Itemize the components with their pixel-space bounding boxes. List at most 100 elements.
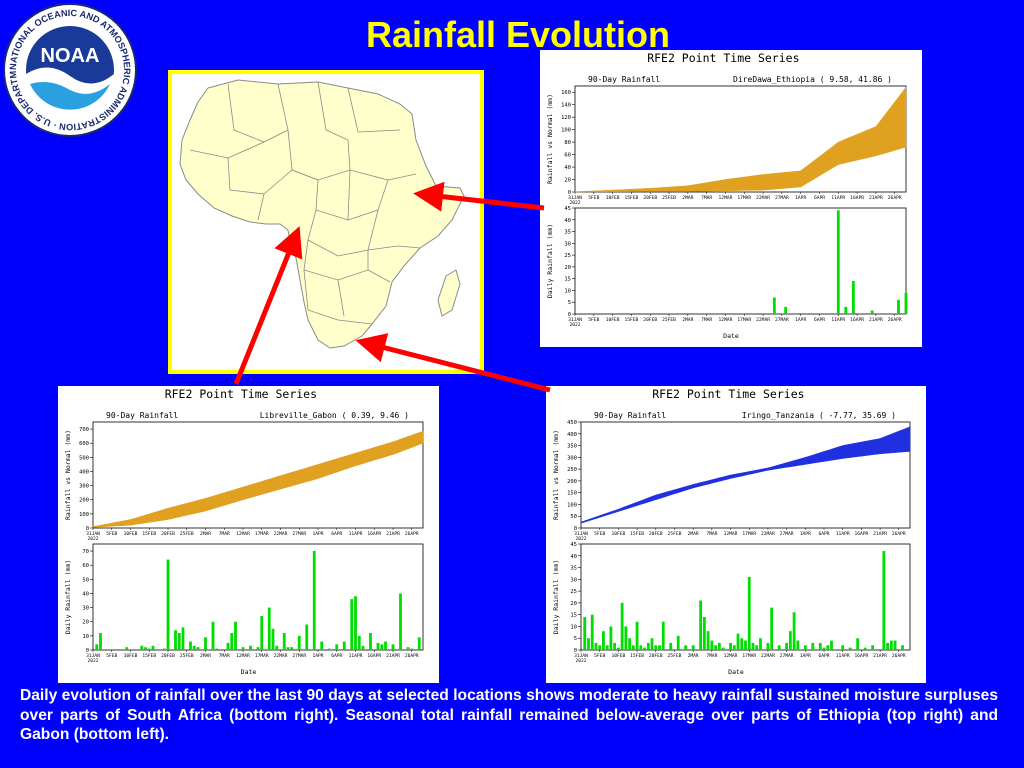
x-tick-label: 2022 xyxy=(575,536,586,542)
y-tick-label: 35 xyxy=(564,230,571,236)
y-tick-label: 0 xyxy=(574,648,577,654)
y-tick-label: 25 xyxy=(570,589,577,595)
x-tick-label: 20FEB xyxy=(643,317,657,323)
chart-panel-ethiopia: RFE2 Point Time Series 90-Day Rainfall Dir… xyxy=(540,50,922,347)
x-tick-label: 7MAR xyxy=(701,195,712,201)
x-tick-label: 11APR xyxy=(831,317,845,323)
x-axis-label: Date xyxy=(241,668,257,676)
daily-rainfall-bar xyxy=(256,647,260,650)
x-tick-label: 10FEB xyxy=(606,317,620,323)
y-tick-label: 300 xyxy=(567,455,577,461)
x-tick-label: 20FEB xyxy=(161,531,175,537)
daily-plot-frame xyxy=(574,207,907,315)
y-tick-label: 5 xyxy=(574,636,577,642)
x-tick-label: 31JAN xyxy=(86,653,100,659)
daily-rainfall-bar xyxy=(166,559,170,650)
x-tick-label: 27MAR xyxy=(292,653,306,659)
daily-rainfall-bar xyxy=(613,642,617,650)
daily-rainfall-bar xyxy=(602,631,605,650)
panel-background xyxy=(58,386,439,683)
daily-rainfall-bar xyxy=(590,614,594,650)
x-tick-label: 31JAN xyxy=(574,653,588,659)
x-tick-label: 2MAR xyxy=(682,317,693,323)
daily-rainfall-bar xyxy=(354,596,357,650)
x-tick-label: 12MAR xyxy=(719,195,733,201)
chart-title: RFE2 Point Time Series xyxy=(165,387,317,401)
daily-rainfall-bar xyxy=(125,647,129,650)
daily-rainfall-bar xyxy=(706,631,710,650)
daily-rainfall-bar xyxy=(792,612,796,650)
x-axis-label: Date xyxy=(723,332,739,340)
y-tick-label: 120 xyxy=(561,115,571,121)
y-tick-label: 10 xyxy=(564,288,571,294)
daily-rainfall-bar xyxy=(335,644,339,650)
daily-rainfall-bar xyxy=(841,645,845,650)
x-tick-label: 12MAR xyxy=(236,531,250,537)
daily-rainfall-bar xyxy=(897,299,900,314)
daily-rainfall-bar xyxy=(658,645,661,650)
x-tick-label: 10FEB xyxy=(606,195,620,201)
daily-rainfall-bar xyxy=(616,647,620,650)
y-tick-label: 45 xyxy=(564,206,571,212)
daily-rainfall-bar xyxy=(410,648,414,650)
y-axis-label: Rainfall vs Normal (mm) xyxy=(64,430,72,520)
y-tick-label: 140 xyxy=(561,103,571,109)
x-tick-label: 2022 xyxy=(87,658,98,664)
daily-rainfall-bar xyxy=(230,633,234,650)
daily-rainfall-bar xyxy=(305,624,309,650)
x-tick-label: 25FEB xyxy=(668,531,682,537)
x-tick-label: 31JAN xyxy=(568,317,582,323)
chart-subtitle: 90-Day Rainfall xyxy=(106,411,178,420)
x-tick-label: 2022 xyxy=(569,200,580,206)
daily-rainfall-bar xyxy=(830,640,833,650)
x-tick-label: 11APR xyxy=(836,531,850,537)
y-tick-label: 30 xyxy=(82,606,89,612)
daily-rainfall-bar xyxy=(904,292,908,314)
daily-rainfall-bar xyxy=(631,645,635,650)
daily-y-axis-label: Daily Rainfall (mm) xyxy=(546,224,554,298)
x-tick-label: 16APR xyxy=(854,531,868,537)
daily-rainfall-bar xyxy=(624,626,628,650)
x-tick-label: 7MAR xyxy=(219,653,230,659)
daily-rainfall-bar xyxy=(788,631,792,650)
y-tick-label: 300 xyxy=(79,484,89,490)
x-tick-label: 26APR xyxy=(892,531,906,537)
x-tick-label: 22MAR xyxy=(274,531,288,537)
daily-rainfall-bar xyxy=(174,630,177,650)
y-tick-label: 5 xyxy=(568,300,571,306)
y-tick-label: 10 xyxy=(570,624,577,630)
x-tick-label: 31JAN xyxy=(568,195,582,201)
x-tick-label: 20FEB xyxy=(649,531,663,537)
y-tick-label: 0 xyxy=(568,312,571,318)
chart-location: Iringo_Tanzania ( -7.77, 35.69 ) xyxy=(742,411,896,420)
x-tick-label: 5FEB xyxy=(588,195,599,201)
y-tick-label: 40 xyxy=(570,554,577,560)
x-tick-label: 5FEB xyxy=(594,653,605,659)
x-tick-label: 22MAR xyxy=(756,317,770,323)
y-tick-label: 500 xyxy=(79,455,89,461)
y-tick-label: 60 xyxy=(564,153,571,159)
x-tick-label: 1APR xyxy=(312,653,323,659)
daily-rainfall-bar xyxy=(189,641,192,650)
daily-rainfall-bar xyxy=(282,633,286,650)
x-tick-label: 5FEB xyxy=(106,531,117,537)
x-tick-label: 17MAR xyxy=(742,653,756,659)
slide-caption: Daily evolution of rainfall over the las… xyxy=(20,687,998,743)
daily-rainfall-bar xyxy=(147,648,151,650)
x-tick-label: 2MAR xyxy=(200,531,211,537)
y-tick-label: 50 xyxy=(570,514,577,520)
y-tick-label: 350 xyxy=(567,444,577,450)
y-tick-label: 30 xyxy=(570,577,577,583)
daily-rainfall-bar xyxy=(140,645,144,650)
x-tick-label: 20FEB xyxy=(161,653,175,659)
x-tick-label: 17MAR xyxy=(742,531,756,537)
y-tick-label: 150 xyxy=(567,491,577,497)
x-tick-label: 2022 xyxy=(569,322,580,328)
daily-rainfall-bar xyxy=(320,641,324,650)
africa-map-icon xyxy=(168,70,484,374)
y-tick-label: 15 xyxy=(570,613,577,619)
daily-rainfall-bar xyxy=(350,599,354,650)
daily-rainfall-bar xyxy=(702,617,706,650)
x-tick-label: 6APR xyxy=(814,195,825,201)
noaa-logo-icon: NATIONAL OCEANIC AND ATMOSPHERIC ADMINIS… xyxy=(2,2,137,137)
